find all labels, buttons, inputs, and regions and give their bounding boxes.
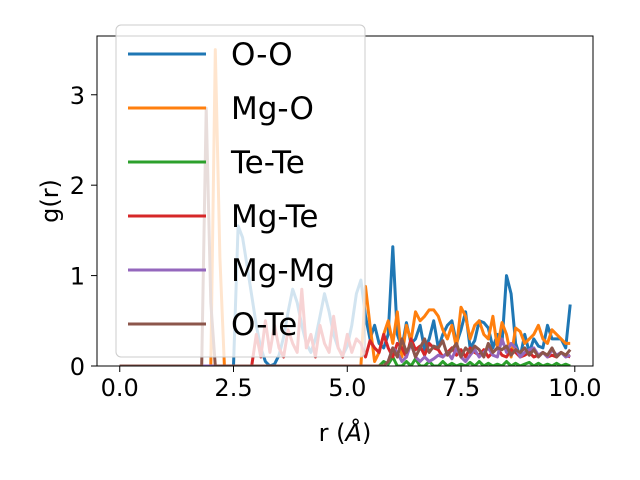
legend-label-o-te: O-Te — [231, 307, 297, 343]
x-tick-label: 0.0 — [101, 374, 139, 402]
x-axis-label-close: ) — [362, 419, 371, 447]
axis-ticks: 0.0 2.5 5.0 7.5 10.0 0 1 2 3 — [70, 82, 602, 402]
x-tick-label: 7.5 — [442, 374, 480, 402]
series-line-te-te — [119, 355, 571, 366]
legend: O-O Mg-O Te-Te Mg-Te Mg-Mg O-Te — [115, 24, 366, 358]
x-tick-label: 5.0 — [328, 374, 366, 402]
x-tick-label: 2.5 — [214, 374, 252, 402]
y-tick-label: 0 — [70, 353, 85, 381]
legend-label-mg-te: Mg-Te — [231, 199, 319, 235]
legend-label-te-te: Te-Te — [230, 145, 305, 181]
legend-label-mg-o: Mg-O — [231, 91, 314, 127]
y-tick-label: 3 — [70, 82, 85, 110]
series-line-mg-o — [119, 48, 571, 366]
legend-label-o-o: O-O — [231, 37, 293, 73]
y-tick-label: 1 — [70, 263, 85, 291]
x-tick-label: 10.0 — [548, 374, 601, 402]
x-axis-label: r (Å) — [319, 418, 372, 447]
x-axis-label-unit: Å — [344, 418, 362, 447]
series-line-o-te — [119, 106, 572, 366]
series-line-mg-mg — [119, 337, 571, 366]
y-axis-label: g(r) — [36, 179, 64, 223]
x-axis-label-text: r ( — [319, 419, 346, 447]
y-tick-label: 2 — [70, 172, 85, 200]
legend-label-mg-mg: Mg-Mg — [231, 253, 335, 289]
